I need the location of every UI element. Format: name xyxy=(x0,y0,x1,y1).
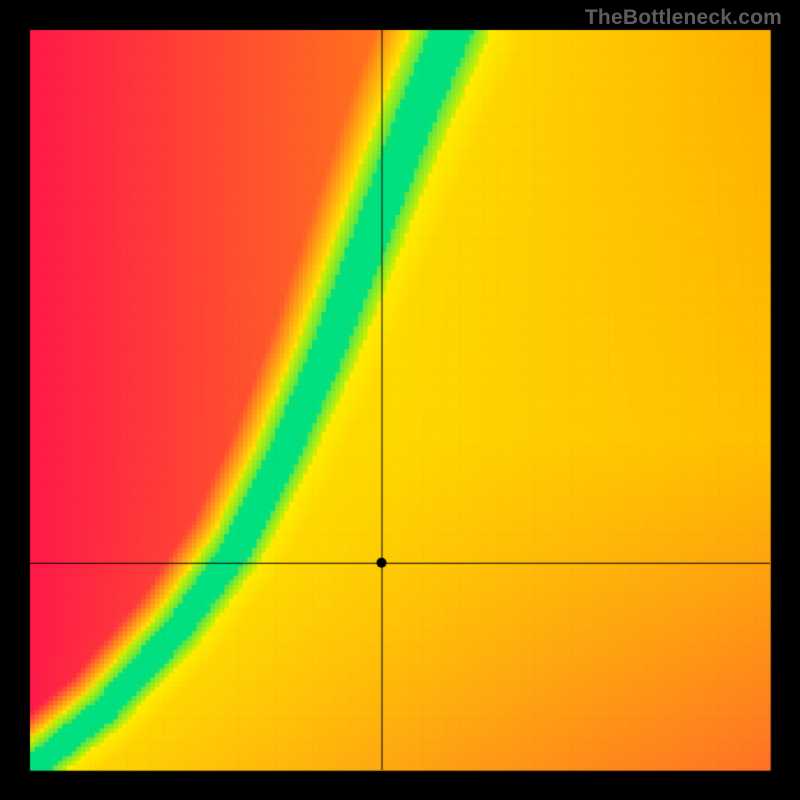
watermark-text: TheBottleneck.com xyxy=(585,6,782,30)
chart-container: TheBottleneck.com xyxy=(0,0,800,800)
heatmap-canvas xyxy=(0,0,800,800)
